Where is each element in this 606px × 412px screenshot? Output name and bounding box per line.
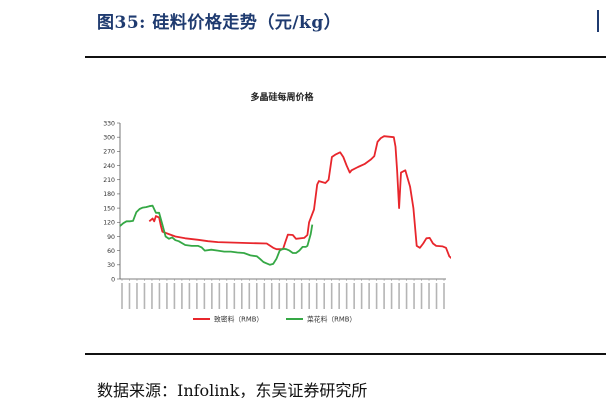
y-tick-label: 270 [103, 149, 115, 156]
x-tick-label-mark [420, 283, 423, 309]
x-tick-label-mark [211, 283, 213, 309]
x-tick-label-mark [218, 283, 221, 309]
x-tick-label-mark [435, 283, 438, 309]
series-line-2 [119, 204, 314, 266]
chart-title: 多晶硅每周价格 [250, 91, 314, 103]
x-tick-label-mark [285, 283, 288, 309]
x-tick-label-mark [323, 283, 325, 309]
legend-label-1: 致密料（RMB） [214, 315, 263, 324]
x-tick-label-mark [345, 283, 348, 309]
x-tick-label-mark [151, 283, 153, 309]
x-tick-label-mark [383, 283, 385, 309]
y-tick-label: 30 [107, 262, 115, 269]
x-tick-label-mark [181, 283, 183, 309]
x-tick-label-mark [330, 283, 333, 309]
series-line-1 [148, 135, 451, 259]
x-tick-label-mark [390, 283, 393, 309]
y-tick-label: 300 [103, 134, 115, 141]
x-tick-label-mark [353, 283, 355, 309]
x-tick-label-mark [360, 283, 363, 309]
x-tick-label-mark [255, 283, 258, 309]
x-tick-label-mark [308, 283, 311, 309]
x-tick-label-mark [203, 283, 206, 309]
y-tick-label: 210 [103, 177, 115, 184]
x-tick-label-mark [278, 283, 281, 309]
x-tick-label-mark [233, 283, 236, 309]
x-tick-label-mark [166, 283, 168, 309]
x-tick-label-mark [405, 283, 408, 309]
x-tick-label-mark [315, 283, 318, 309]
y-tick-label: 60 [107, 248, 115, 255]
x-tick-label-mark [375, 283, 378, 309]
figure-title: 图35: 硅料价格走势（元/kg） [97, 13, 342, 33]
x-tick-label-mark [263, 283, 266, 309]
x-tick-label-mark [270, 283, 273, 309]
x-tick-label-mark [128, 283, 131, 309]
y-tick-label: 0 [111, 276, 115, 283]
y-tick-label: 90 [107, 234, 115, 241]
price-chart: 多晶硅每周价格 0306090120150180210240270300330 … [103, 91, 451, 324]
x-tick-label-mark [121, 283, 123, 309]
x-tick-label-mark [241, 283, 243, 309]
x-axis [120, 278, 446, 309]
y-tick-label: 330 [103, 120, 115, 127]
y-tick-label: 240 [103, 163, 115, 170]
x-tick-label-mark [248, 283, 251, 309]
x-tick-label-mark [226, 283, 228, 309]
y-tick-label: 150 [103, 205, 115, 212]
x-tick-label-mark [338, 283, 340, 309]
x-tick-label-mark [196, 283, 198, 309]
x-tick-label-mark [143, 283, 146, 309]
source-note: 数据来源：Infolink，东吴证券研究所 [97, 381, 368, 400]
y-tick-label: 180 [103, 191, 115, 198]
top-rule [85, 56, 606, 58]
x-tick-label-mark [428, 283, 430, 309]
x-tick-label-mark [368, 283, 370, 309]
bottom-rule [85, 353, 606, 355]
x-tick-label-mark [173, 283, 176, 309]
x-tick-label-mark [136, 283, 138, 309]
legend: 致密料（RMB） 菜花料（RMB） [193, 315, 356, 324]
x-tick-label-mark [188, 283, 191, 309]
legend-label-2: 菜花料（RMB） [307, 315, 356, 324]
x-tick-label-mark [443, 283, 445, 309]
x-tick-label-mark [413, 283, 415, 309]
x-tick-label-mark [293, 283, 296, 309]
x-tick-label-mark [300, 283, 303, 309]
x-tick-label-mark [398, 283, 400, 309]
y-axis: 0 30 60 90 120 150 180 210 240 270 300 330 [103, 120, 121, 283]
adjacent-figure-edge [597, 10, 606, 32]
plot-area [119, 135, 451, 266]
x-tick-label-mark [158, 283, 161, 309]
y-tick-label: 120 [103, 220, 115, 227]
